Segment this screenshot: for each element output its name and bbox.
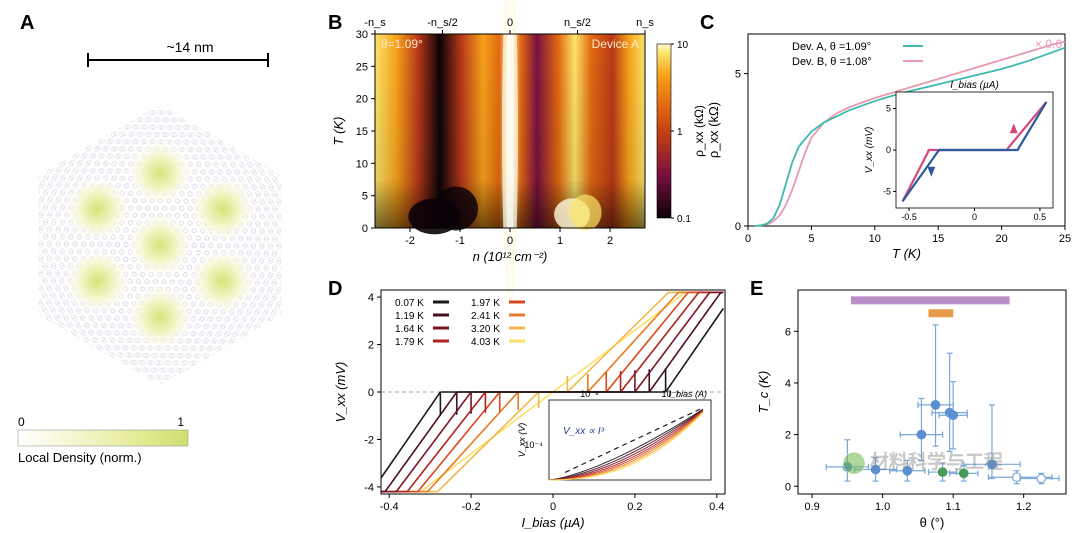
svg-text:1.97 K: 1.97 K: [471, 298, 500, 309]
svg-text:3.20 K: 3.20 K: [471, 324, 500, 335]
svg-text:1.79 K: 1.79 K: [395, 337, 424, 348]
svg-text:-n_s/2: -n_s/2: [427, 17, 458, 29]
svg-text:1.2: 1.2: [1016, 501, 1031, 513]
svg-text:Local Density (norm.): Local Density (norm.): [18, 450, 142, 465]
panel-a-moire: ~14 nm 0 1 Local Density (norm.): [0, 30, 320, 510]
svg-text:0: 0: [18, 415, 25, 429]
svg-text:4.03 K: 4.03 K: [471, 337, 500, 348]
svg-text:1.19 K: 1.19 K: [395, 311, 424, 322]
svg-text:0: 0: [785, 481, 791, 493]
svg-text:5: 5: [735, 69, 741, 81]
svg-text:2: 2: [785, 430, 791, 442]
svg-text:1: 1: [557, 235, 563, 247]
svg-text:1: 1: [677, 127, 683, 138]
svg-text:2.41 K: 2.41 K: [471, 311, 500, 322]
svg-text:1.64 K: 1.64 K: [395, 324, 424, 335]
svg-text:20: 20: [356, 94, 368, 106]
svg-text:T (K): T (K): [331, 117, 346, 146]
svg-text:5: 5: [886, 104, 891, 114]
svg-text:25: 25: [356, 61, 368, 73]
svg-text:Device A: Device A: [592, 37, 639, 51]
svg-text:0: 0: [745, 233, 751, 245]
svg-text:I_bias (µA): I_bias (µA): [521, 515, 584, 530]
svg-text:0.2: 0.2: [627, 501, 642, 513]
panel-b-heatmap: 0 5 10 15 20 25 30 -2 -1 0 1 2 -n_s -n_s/2 0 n_s/2 n_sn …: [325, 8, 695, 268]
svg-text:-n_s: -n_s: [364, 17, 386, 29]
svg-text:10: 10: [869, 233, 881, 245]
svg-text:0: 0: [886, 145, 891, 155]
svg-text:-2: -2: [364, 434, 374, 446]
svg-text:0.07 K: 0.07 K: [395, 298, 424, 309]
svg-text:Dev. B, θ =1.08°: Dev. B, θ =1.08°: [792, 56, 872, 68]
svg-text:20: 20: [995, 233, 1007, 245]
svg-text:-1: -1: [455, 235, 465, 247]
svg-text:15: 15: [356, 126, 368, 138]
svg-text:0: 0: [507, 17, 513, 29]
svg-text:n (10¹² cm⁻²): n (10¹² cm⁻²): [473, 249, 548, 264]
svg-text:~14 nm: ~14 nm: [166, 39, 213, 55]
svg-text:Dev. A, θ =1.09°: Dev. A, θ =1.09°: [792, 41, 871, 53]
svg-text:-0.4: -0.4: [380, 501, 399, 513]
svg-text:5: 5: [362, 191, 368, 203]
svg-text:-0.2: -0.2: [462, 501, 481, 513]
svg-text:0: 0: [362, 223, 368, 235]
svg-text:0.9: 0.9: [804, 501, 819, 513]
panel-c-line: 0 5 10 15 20 25 0 5 T (K) ρ_xx (kΩ) Dev. A, θ =1.0…: [700, 14, 1075, 264]
svg-text:1: 1: [177, 415, 184, 429]
svg-text:1.1: 1.1: [946, 501, 961, 513]
svg-text:2: 2: [368, 340, 374, 352]
svg-text:0: 0: [550, 501, 556, 513]
svg-text:n_s: n_s: [636, 17, 654, 29]
svg-text:V_xx (mV): V_xx (mV): [864, 127, 875, 174]
svg-text:× 0.6: × 0.6: [1035, 37, 1062, 51]
svg-text:25: 25: [1059, 233, 1071, 245]
svg-text:10: 10: [356, 158, 368, 170]
svg-text:0.5: 0.5: [1034, 212, 1047, 222]
svg-text:V_xx (V): V_xx (V): [517, 423, 527, 458]
svg-text:15: 15: [932, 233, 944, 245]
svg-text:V_xx (mV): V_xx (mV): [333, 362, 348, 423]
svg-text:θ=1.09°: θ=1.09°: [381, 37, 423, 51]
svg-text:-0.5: -0.5: [901, 212, 917, 222]
svg-text:5: 5: [808, 233, 814, 245]
svg-text:10⁻⁴: 10⁻⁴: [524, 440, 543, 450]
svg-text:-2: -2: [405, 235, 415, 247]
svg-text:材料科学与工程: 材料科学与工程: [870, 450, 1003, 473]
svg-text:4: 4: [785, 378, 791, 390]
svg-text:n_s/2: n_s/2: [564, 17, 591, 29]
svg-text:2: 2: [607, 235, 613, 247]
panel-e-scatter: 0.9 1.0 1.1 1.2 0 2 4 6 θ (°) T_c (K) 材料科学与工程: [748, 272, 1078, 532]
svg-text:0.4: 0.4: [709, 501, 724, 513]
svg-text:1.0: 1.0: [875, 501, 890, 513]
svg-text:10⁻⁸: 10⁻⁸: [580, 389, 599, 399]
svg-text:0: 0: [368, 387, 374, 399]
svg-text:I_bias (A): I_bias (A): [668, 389, 707, 399]
svg-text:T_c (K): T_c (K): [756, 371, 771, 414]
panel-d-iv: -0.4 -0.2 0 0.2 0.4 -4 -2 0 2 4 I_bias (µA) V_xx (m…: [325, 272, 740, 532]
svg-text:6: 6: [785, 326, 791, 338]
svg-text:30: 30: [356, 29, 368, 41]
svg-text:ρ_xx (kΩ): ρ_xx (kΩ): [706, 102, 721, 158]
svg-text:θ (°): θ (°): [920, 515, 945, 530]
svg-text:0: 0: [735, 221, 741, 233]
svg-text:0.1: 0.1: [677, 214, 691, 225]
svg-text:-4: -4: [364, 482, 374, 494]
svg-text:I_bias (µA): I_bias (µA): [950, 80, 999, 91]
svg-text:0: 0: [507, 235, 513, 247]
svg-text:-5: -5: [883, 186, 891, 196]
svg-text:V_xx ∝ I³: V_xx ∝ I³: [563, 426, 605, 437]
svg-text:T (K): T (K): [892, 246, 921, 261]
svg-text:0: 0: [972, 212, 977, 222]
svg-text:10: 10: [677, 40, 689, 51]
svg-text:4: 4: [368, 292, 374, 304]
